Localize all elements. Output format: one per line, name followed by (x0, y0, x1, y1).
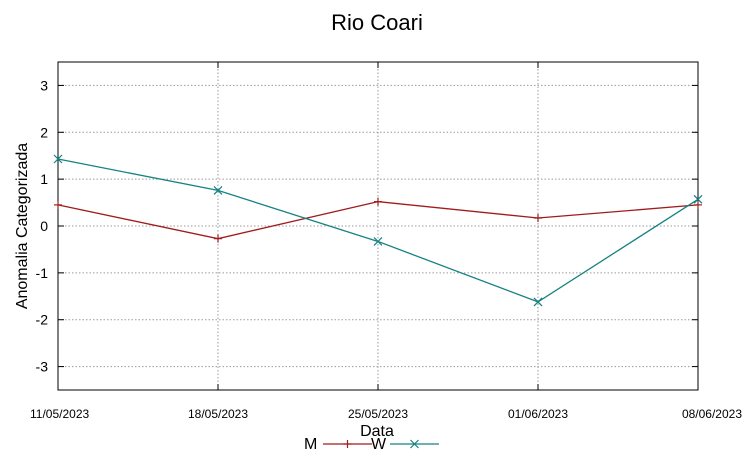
data-point-W (533, 297, 543, 307)
data-point-W (53, 154, 63, 164)
legend-marker-W (410, 439, 419, 449)
x-tick-label: 01/06/2023 (508, 407, 568, 421)
legend-marker-M (343, 440, 352, 448)
y-tick-label: -1 (36, 265, 49, 281)
y-axis-ticks: 3 2 1 0 -1 -2 -3 (36, 77, 698, 375)
y-tick-label: -3 (36, 359, 49, 375)
legend-label-W: W (371, 436, 387, 453)
x-axis-ticks: 11/05/2023 18/05/2023 25/05/2023 01/06/2023… (30, 62, 742, 421)
y-axis-label: Anomalia Categorizada (14, 143, 31, 309)
data-point-M (54, 200, 62, 209)
x-tick-label: 25/05/2023 (348, 407, 408, 421)
chart-title: Rio Coari (331, 10, 423, 35)
data-point-M (214, 234, 222, 243)
y-tick-label: 1 (40, 171, 48, 187)
y-tick-label: 2 (40, 124, 48, 140)
x-tick-label: 11/05/2023 (30, 407, 89, 421)
x-tick-label: 18/05/2023 (188, 407, 248, 421)
y-tick-label: 0 (40, 218, 48, 234)
data-point-M (374, 197, 382, 206)
legend-label-M: M (304, 436, 317, 453)
y-tick-label: 3 (40, 77, 48, 93)
data-point-M (534, 214, 542, 223)
series-group (53, 154, 703, 307)
data-point-W (373, 237, 383, 246)
x-tick-label: 08/06/2023 (682, 407, 742, 421)
y-tick-label: -2 (36, 312, 49, 328)
grid-lines (58, 62, 698, 390)
x-axis-label: Data (360, 423, 394, 440)
data-point-M (694, 200, 702, 209)
data-point-W (693, 194, 703, 204)
data-point-W (213, 185, 223, 195)
